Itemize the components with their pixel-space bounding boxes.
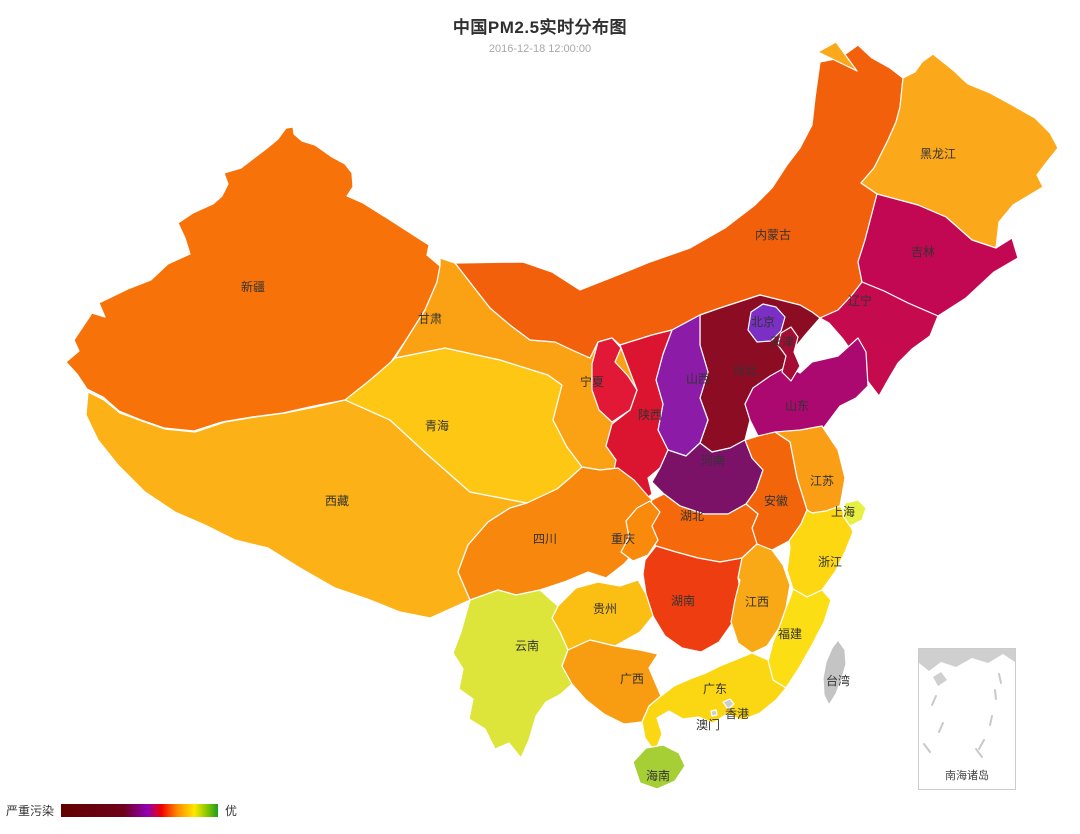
province-label-heilongjiang: 黑龙江 (920, 147, 956, 161)
visualmap-legend[interactable]: 严重污染 优 (6, 802, 237, 819)
province-guangdong[interactable] (641, 652, 787, 753)
province-label-shanghai: 上海 (831, 504, 855, 519)
province-label-aomen: 澳门 (696, 717, 720, 732)
province-shanghai[interactable] (842, 499, 867, 527)
province-label-anhui: 安徽 (764, 493, 788, 508)
province-chongqing[interactable] (620, 500, 661, 562)
province-taiwan[interactable] (822, 639, 847, 706)
province-jiangxi[interactable] (730, 543, 791, 654)
province-shandong[interactable] (744, 337, 869, 437)
province-label-taiwan: 台湾 (826, 673, 850, 688)
province-label-hubei: 湖北 (680, 508, 704, 523)
inset-coastline (919, 649, 1015, 671)
legend-gradient-bar[interactable] (61, 804, 219, 817)
province-label-sichuan: 四川 (533, 532, 557, 546)
province-heilongjiang[interactable] (817, 41, 1059, 249)
inset-border-box (918, 648, 1016, 790)
province-label-guangxi: 广西 (620, 672, 644, 686)
province-label-liaoning: 辽宁 (848, 293, 872, 308)
province-label-fujian: 福建 (778, 626, 802, 641)
province-label-hunan: 湖南 (671, 593, 695, 608)
province-label-guizhou: 贵州 (593, 602, 617, 616)
province-label-jiangsu: 江苏 (810, 474, 834, 488)
province-label-hainan: 海南 (646, 768, 670, 783)
province-sichuan[interactable] (457, 466, 653, 601)
province-label-shandong: 山东 (785, 399, 809, 413)
province-label-ningxia: 宁夏 (580, 374, 604, 389)
province-ningxia[interactable] (591, 337, 638, 423)
legend-min-label: 严重污染 (6, 804, 55, 818)
province-label-yunnan: 云南 (515, 638, 539, 653)
province-label-gansu: 甘肃 (418, 312, 442, 326)
province-label-shaanxi: 陕西 (638, 407, 662, 422)
legend-max-label: 优 (225, 804, 238, 818)
province-label-shanxi: 山西 (686, 372, 710, 386)
province-label-guangdong: 广东 (703, 682, 727, 696)
province-label-qinghai: 青海 (425, 418, 449, 433)
province-hainan[interactable] (632, 744, 686, 790)
province-label-henan: 河南 (701, 453, 725, 468)
inset-label: 南海诸岛 (945, 768, 989, 782)
province-label-jilin: 吉林 (911, 245, 935, 259)
nine-dash-line (923, 673, 1002, 758)
province-label-hebei: 河北 (733, 364, 757, 378)
province-label-xinjiang: 新疆 (241, 279, 265, 294)
province-label-neimenggu: 内蒙古 (755, 227, 791, 242)
province-label-chongqing: 重庆 (611, 532, 635, 546)
province-zhejiang[interactable] (786, 505, 854, 598)
province-aomen[interactable] (710, 709, 718, 717)
province-label-tianjin: 天津 (770, 335, 794, 349)
province-label-jiangxi: 江西 (745, 595, 769, 609)
province-xinjiang[interactable] (65, 126, 441, 432)
province-label-xizang: 西藏 (325, 494, 349, 508)
province-label-beijing: 北京 (751, 315, 775, 329)
province-label-zhejiang: 浙江 (818, 555, 842, 569)
province-liaoning[interactable] (819, 281, 939, 397)
province-xianggang[interactable] (722, 698, 735, 710)
inset-hainan-island (933, 672, 947, 686)
province-jilin[interactable] (857, 193, 1019, 317)
provinces-layer (65, 41, 1059, 790)
province-tianjin[interactable] (777, 326, 801, 382)
province-beijing[interactable] (747, 303, 786, 343)
province-label-xianggang: 香港 (725, 707, 749, 721)
province-yunnan[interactable] (452, 589, 573, 759)
south-china-sea-inset: 南海诸岛 (918, 648, 1016, 790)
